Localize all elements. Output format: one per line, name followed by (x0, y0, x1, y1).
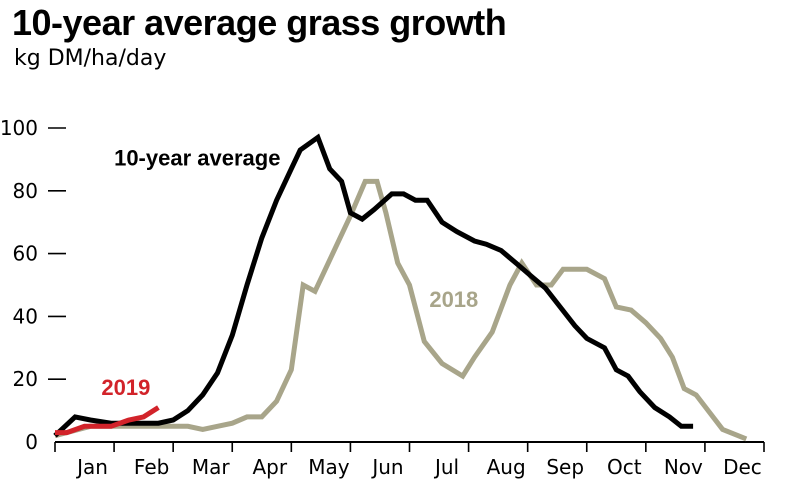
chart-subtitle: kg DM/ha/day (14, 46, 167, 71)
series-label-2019: 2019 (101, 375, 150, 400)
x-tick-label: May (308, 455, 350, 479)
series-label-10-year-average: 10-year average (114, 146, 280, 171)
series-line-2018 (54, 178, 748, 442)
x-tick-label: Nov (664, 455, 703, 479)
y-tick-label: 60 (13, 242, 38, 266)
x-tick-label: Jul (433, 455, 459, 479)
x-tick-label: Mar (192, 455, 231, 479)
x-tick-label: Jan (75, 455, 108, 479)
x-tick-label: Feb (134, 455, 169, 479)
series-line-2019 (55, 405, 160, 436)
x-tick-label: Oct (607, 455, 642, 479)
x-tick-label: Apr (252, 455, 287, 479)
x-tick-label: Dec (723, 455, 762, 479)
x-tick-label: Aug (487, 455, 526, 479)
y-tick-label: 40 (13, 304, 38, 328)
x-tick-label: Jun (370, 455, 403, 479)
series-line-10-year-average (53, 133, 694, 438)
y-tick-label: 20 (13, 367, 38, 391)
series-label-2018: 2018 (429, 287, 478, 312)
y-tick-label: 0 (25, 430, 38, 454)
chart-title: 10-year average grass growth (12, 2, 507, 43)
x-tick-label: Sep (546, 455, 584, 479)
y-tick-label: 80 (13, 179, 38, 203)
y-tick-label: 100 (0, 116, 38, 140)
